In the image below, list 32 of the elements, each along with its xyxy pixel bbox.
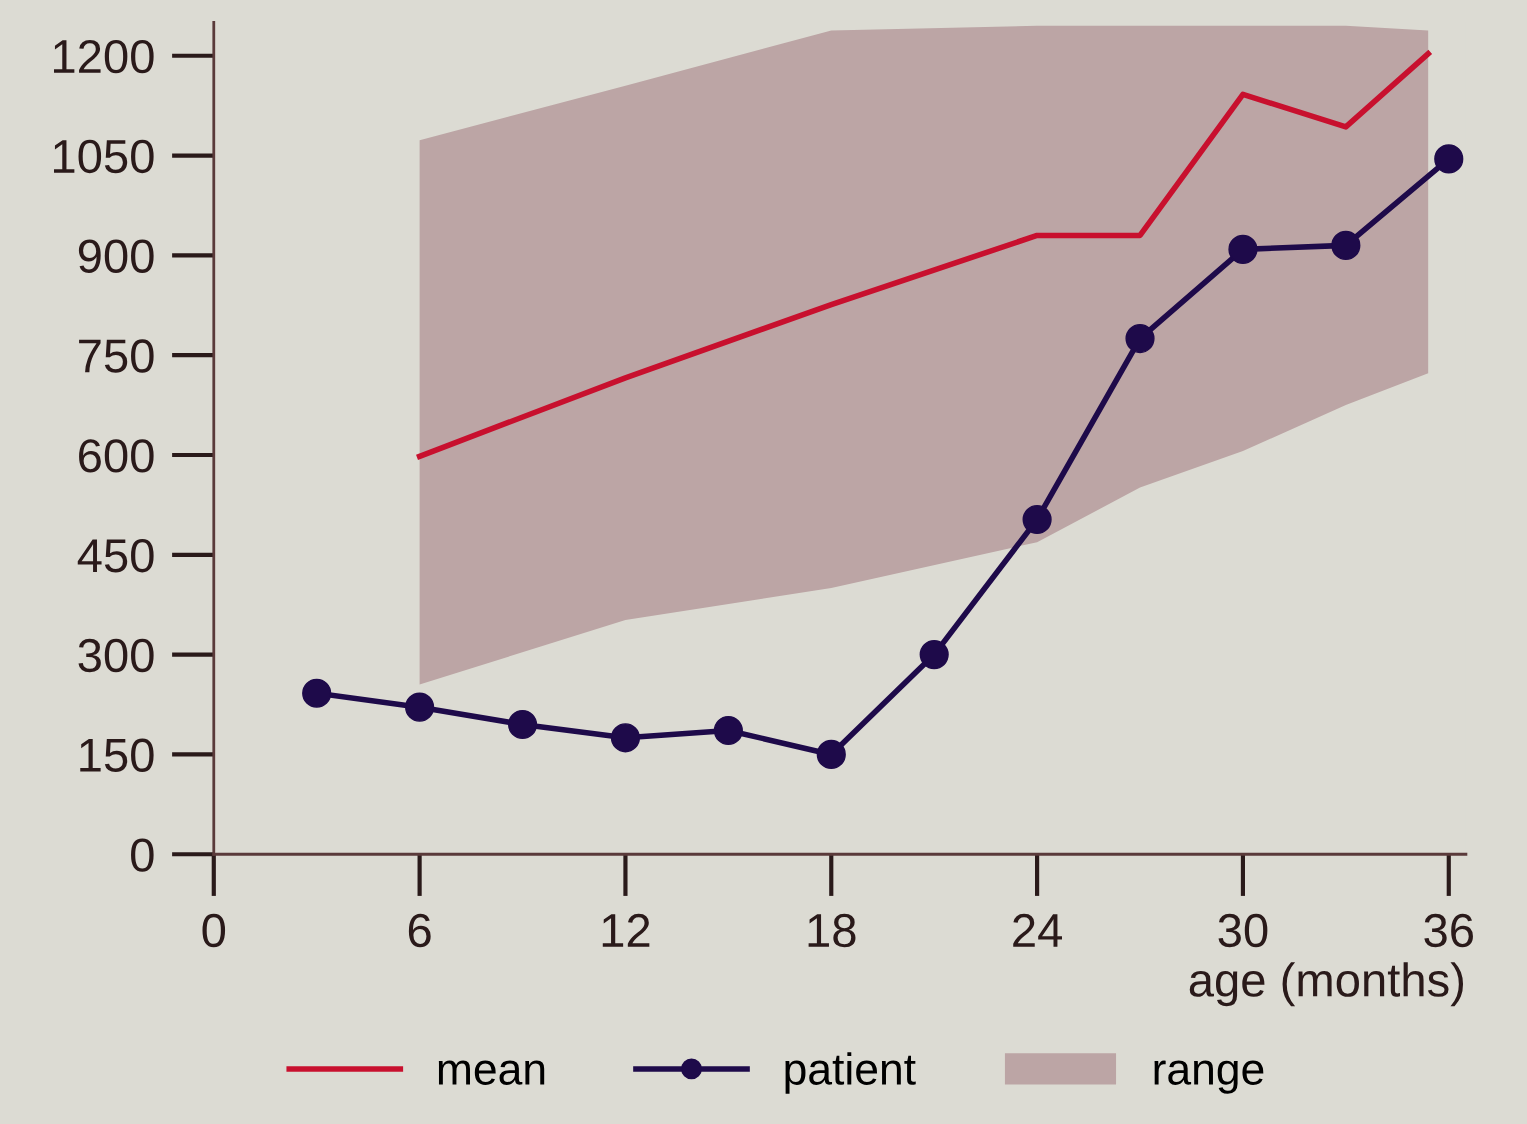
y-tick-label: 150 [80, 738, 154, 772]
legend-label: patient [785, 1052, 916, 1094]
y-tick-label: 600 [79, 439, 154, 473]
point [507, 709, 538, 740]
y-tick-label: 0 [131, 838, 154, 872]
x-tick-label: 24 [1013, 913, 1062, 947]
x-tick-label: 6 [408, 913, 431, 948]
y-tick-label: 900 [78, 239, 154, 273]
x-tick-label: 0 [202, 913, 226, 948]
y-tick-label: 1200 [54, 39, 154, 74]
point [919, 640, 949, 670]
point [610, 723, 641, 753]
legend-label: range [1154, 1060, 1264, 1094]
y-tick-label: 1050 [54, 139, 154, 174]
y-tick-label: 750 [79, 339, 154, 373]
y-tick-label: 450 [77, 538, 154, 573]
y-tick-label: 300 [78, 638, 154, 673]
point [816, 739, 846, 770]
x-tick-label: 18 [808, 913, 856, 948]
point [405, 692, 435, 722]
point [713, 715, 743, 746]
legend-label: mean [438, 1060, 545, 1085]
x-axis-title: age (months) [1189, 962, 1464, 1007]
point [1331, 230, 1361, 260]
point [1228, 234, 1258, 264]
x-tick-label: 30 [1218, 913, 1268, 948]
x-tick-label: 36 [1424, 913, 1473, 948]
point [1434, 144, 1464, 174]
point [302, 678, 332, 708]
x-tick-label: 12 [602, 913, 650, 947]
point [1125, 323, 1155, 354]
point [1022, 504, 1052, 535]
